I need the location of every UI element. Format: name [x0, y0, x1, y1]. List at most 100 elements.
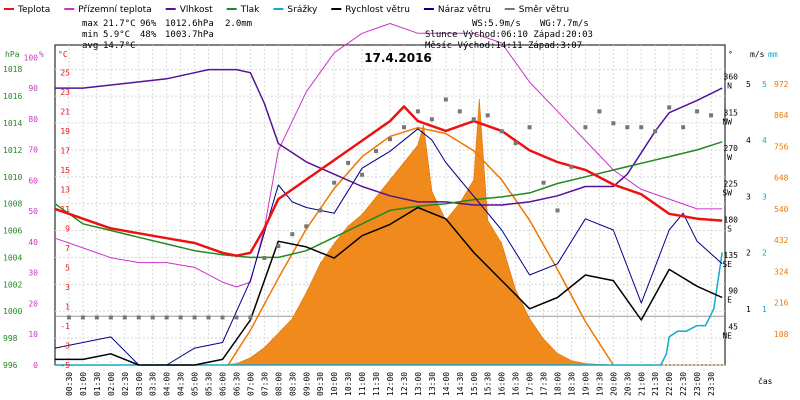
wind-direction-point: [332, 180, 337, 185]
legend-label: Teplota: [17, 5, 50, 15]
wind-direction-point: [429, 117, 434, 122]
pct-tick-label: 60: [28, 176, 38, 185]
dir-tick-compass: NW: [722, 117, 732, 126]
time-tick-label: 02:00: [107, 372, 116, 396]
time-tick-label: 13:00: [414, 372, 423, 396]
hpa-tick-label: 1014: [3, 119, 22, 128]
series-wind-speed: [55, 206, 723, 366]
degc-tick-label: 13: [60, 185, 70, 194]
time-tick-label: 12:30: [400, 372, 409, 396]
time-tick-label: 05:30: [205, 372, 214, 396]
degc-tick-label: 15: [60, 166, 70, 175]
solar-tick-label: 324: [774, 267, 789, 276]
dir-tick-label: 225: [724, 180, 739, 189]
time-tick-label: 02:30: [121, 372, 130, 396]
wind-direction-point: [346, 160, 351, 165]
dir-tick-label: 315: [724, 108, 739, 117]
pct-tick-label: 0: [33, 361, 38, 370]
stats-min-press: 1003.7hPa: [165, 30, 214, 40]
degc-tick-label: -5: [60, 361, 70, 370]
degc-tick-label: 21: [60, 107, 70, 116]
wind-direction-point: [192, 315, 197, 320]
dir-tick-label: 45: [728, 322, 738, 331]
wind-direction-point: [611, 121, 616, 126]
legend-label: Srážky: [287, 5, 318, 15]
mm-tick-label: 3: [762, 192, 767, 201]
hpa-tick-label: 1000: [3, 307, 22, 316]
marker-layer: [66, 97, 714, 320]
time-tick-label: 20:30: [623, 372, 632, 396]
wind-direction-point: [206, 315, 211, 320]
dir-tick-compass: N: [727, 82, 732, 91]
chart-title: 17.4.2016: [364, 51, 432, 65]
legend-label: Tlak: [240, 5, 261, 15]
pct-tick-label: 90: [28, 84, 38, 93]
axes: hPa % °C ° m/s mm čas 00:30 01:00 01:30 02:…: [3, 50, 789, 396]
wind-direction-point: [527, 125, 532, 130]
mm-tick-label: 2: [762, 249, 767, 258]
mm-tick-label: 1: [762, 305, 767, 314]
axis-unit-pct: %: [39, 50, 44, 59]
dir-tick-compass: NE: [722, 331, 732, 340]
ms-tick-label: 3: [746, 192, 751, 201]
time-tick-label: 03:30: [149, 372, 158, 396]
pct-tick-label: 10: [28, 330, 38, 339]
ms-tick-label: 4: [746, 136, 751, 145]
stats-sun: Slunce Východ:06:10 Západ:20:03: [425, 30, 593, 40]
series-temperature: [54, 105, 723, 257]
hpa-tick-label: 1016: [3, 92, 22, 101]
series-wind-gust: [54, 128, 723, 366]
wind-direction-point: [360, 172, 365, 177]
time-tick-label: 19:30: [595, 372, 604, 396]
wind-direction-point: [290, 232, 295, 237]
ms-tick-label: 5: [746, 80, 751, 89]
time-tick-label: 17:30: [540, 372, 549, 396]
wind-direction-point: [625, 125, 630, 130]
stats-wind-speed: WS:5.9m/s: [472, 19, 521, 29]
time-tick-label: 16:30: [512, 372, 521, 396]
wind-direction-point: [597, 109, 602, 114]
wind-direction-point: [583, 125, 588, 130]
time-tick-label: 07:30: [260, 372, 269, 396]
time-tick-label: 14:00: [442, 372, 451, 396]
time-tick-label: 09:00: [302, 372, 311, 396]
degc-tick-label: 19: [60, 127, 70, 136]
time-tick-label: 07:00: [246, 372, 255, 396]
degc-tick-label: 3: [65, 283, 70, 292]
time-tick-label: 20:00: [609, 372, 618, 396]
solar-tick-label: 972: [774, 80, 789, 89]
ms-tick-label: 2: [746, 249, 751, 258]
time-tick-label: 11:30: [372, 372, 381, 396]
mm-tick-label: 5: [762, 80, 767, 89]
wind-direction-point: [499, 129, 504, 134]
dir-tick-label: 360: [724, 73, 739, 82]
wind-direction-point: [318, 208, 323, 213]
hpa-tick-label: 1002: [3, 280, 22, 289]
dir-tick-compass: W: [727, 153, 732, 162]
time-tick-label: 23:30: [707, 372, 716, 396]
axis-unit-degc: °C: [58, 50, 68, 59]
ms-tick-label: 1: [746, 305, 751, 314]
degc-tick-label: 9: [65, 224, 70, 233]
time-tick-label: 04:30: [177, 372, 186, 396]
dir-tick-compass: SE: [722, 260, 732, 269]
axis-time-label: čas: [758, 376, 773, 386]
time-tick-label: 18:30: [567, 372, 576, 396]
wind-direction-point: [94, 315, 99, 320]
hpa-tick-label: 998: [3, 334, 18, 343]
degc-tick-label: 17: [60, 146, 70, 155]
wind-direction-point: [709, 113, 714, 118]
series-rain: [55, 252, 723, 366]
wind-direction-point: [569, 164, 574, 169]
degc-tick-label: 11: [60, 205, 70, 214]
stats-avg-temp: 14.7°C: [103, 41, 136, 51]
hpa-tick-label: 1008: [3, 200, 22, 209]
time-tick-label: 08:30: [288, 372, 297, 396]
plot-area: [54, 23, 726, 366]
wind-direction-point: [555, 208, 560, 213]
wind-direction-point: [513, 141, 518, 146]
wind-direction-point: [80, 315, 85, 320]
time-tick-label: 15:00: [470, 372, 479, 396]
time-tick-label: 15:30: [484, 372, 493, 396]
legend-label: Rychlost větru: [345, 5, 410, 15]
